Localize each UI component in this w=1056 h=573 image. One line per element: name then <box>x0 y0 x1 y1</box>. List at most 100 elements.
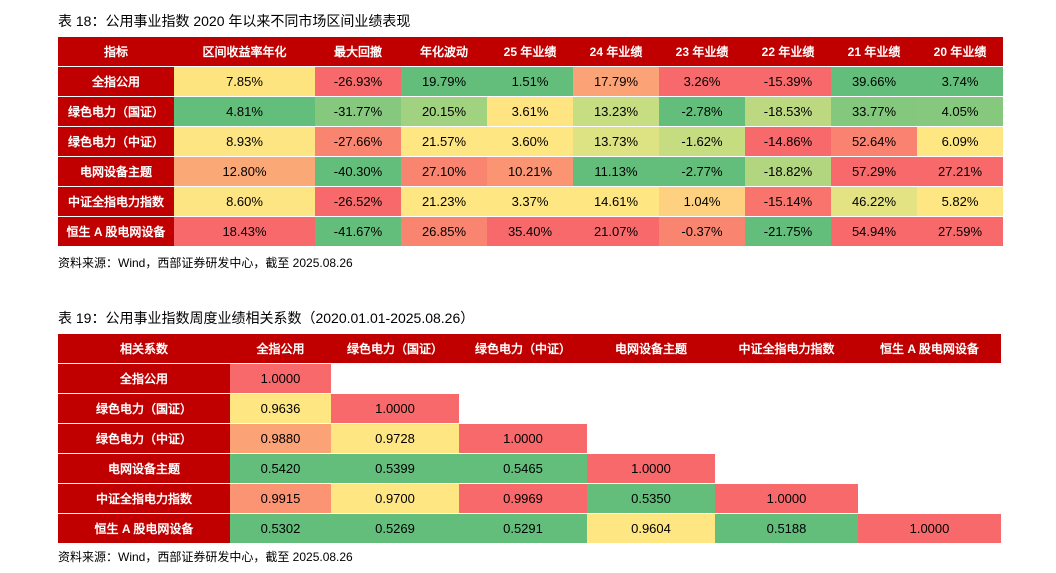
empty-cell <box>715 453 858 484</box>
table-row: 绿色电力（中证） 0.9880 0.9728 1.0000 <box>58 423 1001 454</box>
row-header: 电网设备主题 <box>58 453 230 484</box>
table-cell: 1.51% <box>487 66 573 97</box>
table-cell: 1.0000 <box>715 483 858 514</box>
table-cell: 3.37% <box>487 186 573 217</box>
table-cell: 21.23% <box>401 186 487 217</box>
table-cell: 4.05% <box>917 96 1003 127</box>
empty-cell <box>858 423 1001 454</box>
column-header: 21 年业绩 <box>831 37 917 67</box>
table-cell: 52.64% <box>831 126 917 157</box>
column-header: 全指公用 <box>230 334 331 364</box>
empty-cell <box>459 363 587 394</box>
table19-header-row: 相关系数 全指公用 绿色电力（国证） 绿色电力（中证） 电网设备主题 中证全指电力指数 恒生… <box>58 334 1001 364</box>
column-header: 指标 <box>58 37 174 67</box>
row-header: 中证全指电力指数 <box>58 186 174 217</box>
table-cell: 0.9728 <box>331 423 459 454</box>
empty-cell <box>587 393 715 424</box>
empty-cell <box>331 363 459 394</box>
table-cell: 20.15% <box>401 96 487 127</box>
table-cell: 7.85% <box>174 66 315 97</box>
table-cell: -27.66% <box>315 126 401 157</box>
table-cell: -1.62% <box>659 126 745 157</box>
column-header: 最大回撤 <box>315 37 401 67</box>
table18-header-row: 指标 区间收益率年化 最大回撤 年化波动 25 年业绩 24 年业绩 23 年业绩 22 年业… <box>58 37 1003 67</box>
table-cell: 0.9880 <box>230 423 331 454</box>
table-cell: -26.93% <box>315 66 401 97</box>
table-cell: 0.9915 <box>230 483 331 514</box>
table-cell: 57.29% <box>831 156 917 187</box>
table18-source: 资料来源：Wind，西部证券研发中心，截至 2025.08.26 <box>58 256 353 270</box>
empty-cell <box>715 363 858 394</box>
column-header: 恒生 A 股电网设备 <box>858 334 1001 364</box>
performance-table: 指标 区间收益率年化 最大回撤 年化波动 25 年业绩 24 年业绩 23 年业绩 22 年业… <box>58 37 1003 246</box>
table-cell: 0.9700 <box>331 483 459 514</box>
table-cell: -0.37% <box>659 216 745 246</box>
table-cell: 0.5350 <box>587 483 715 514</box>
column-header: 年化波动 <box>401 37 487 67</box>
table-cell: 13.23% <box>573 96 659 127</box>
row-header: 绿色电力（国证） <box>58 96 174 127</box>
empty-cell <box>459 393 587 424</box>
row-header: 绿色电力（中证） <box>58 423 230 454</box>
table-row: 电网设备主题 0.5420 0.5399 0.5465 1.0000 <box>58 453 1001 484</box>
table-cell: -2.78% <box>659 96 745 127</box>
table-row: 电网设备主题 12.80% -40.30% 27.10% 10.21% 11.13% -2.… <box>58 156 1003 187</box>
table-cell: 8.60% <box>174 186 315 217</box>
row-header: 电网设备主题 <box>58 156 174 187</box>
table-row: 绿色电力（国证） 0.9636 1.0000 <box>58 393 1001 424</box>
table-row: 全指公用 7.85% -26.93% 19.79% 1.51% 17.79% 3.26% -1… <box>58 66 1003 97</box>
table-cell: -21.75% <box>745 216 831 246</box>
table18-title: 表 18：公用事业指数 2020 年以来不同市场区间业绩表现 <box>58 13 411 29</box>
table-cell: 1.0000 <box>331 393 459 424</box>
row-header: 中证全指电力指数 <box>58 483 230 514</box>
column-header: 25 年业绩 <box>487 37 573 67</box>
table-cell: 0.9969 <box>459 483 587 514</box>
table-row: 绿色电力（中证） 8.93% -27.66% 21.57% 3.60% 13.73% -1.… <box>58 126 1003 157</box>
empty-cell <box>858 393 1001 424</box>
table-cell: 3.60% <box>487 126 573 157</box>
table-row: 绿色电力（国证） 4.81% -31.77% 20.15% 3.61% 13.23% -2.… <box>58 96 1003 127</box>
empty-cell <box>587 423 715 454</box>
table-row: 恒生 A 股电网设备 0.5302 0.5269 0.5291 0.9604 0.5188… <box>58 513 1001 543</box>
table-cell: -26.52% <box>315 186 401 217</box>
table-cell: 54.94% <box>831 216 917 246</box>
table-cell: 4.81% <box>174 96 315 127</box>
table-cell: 0.5291 <box>459 513 587 543</box>
table-cell: 0.5420 <box>230 453 331 484</box>
table-cell: 0.5188 <box>715 513 858 543</box>
table-cell: 1.0000 <box>587 453 715 484</box>
table-cell: -18.53% <box>745 96 831 127</box>
table-cell: 39.66% <box>831 66 917 97</box>
table-cell: 3.74% <box>917 66 1003 97</box>
table-cell: -15.39% <box>745 66 831 97</box>
column-header: 20 年业绩 <box>917 37 1003 67</box>
table-row: 中证全指电力指数 8.60% -26.52% 21.23% 3.37% 14.61% 1.0… <box>58 186 1003 217</box>
table-cell: -40.30% <box>315 156 401 187</box>
table-cell: 46.22% <box>831 186 917 217</box>
table-cell: 14.61% <box>573 186 659 217</box>
column-header: 相关系数 <box>58 334 230 364</box>
table19-source: 资料来源：Wind，西部证券研发中心，截至 2025.08.26 <box>58 550 353 564</box>
column-header: 电网设备主题 <box>587 334 715 364</box>
column-header: 区间收益率年化 <box>174 37 315 67</box>
table-cell: -41.67% <box>315 216 401 246</box>
table-cell: 21.57% <box>401 126 487 157</box>
table-cell: 1.0000 <box>459 423 587 454</box>
table-cell: 19.79% <box>401 66 487 97</box>
table-cell: 5.82% <box>917 186 1003 217</box>
table-cell: 0.5302 <box>230 513 331 543</box>
empty-cell <box>858 363 1001 394</box>
table-cell: 6.09% <box>917 126 1003 157</box>
table-cell: 21.07% <box>573 216 659 246</box>
table-cell: 27.21% <box>917 156 1003 187</box>
table-cell: 0.5465 <box>459 453 587 484</box>
table-cell: 10.21% <box>487 156 573 187</box>
row-header: 恒生 A 股电网设备 <box>58 216 174 246</box>
table-cell: -31.77% <box>315 96 401 127</box>
table-cell: 35.40% <box>487 216 573 246</box>
table-cell: 3.61% <box>487 96 573 127</box>
table-cell: 12.80% <box>174 156 315 187</box>
row-header: 全指公用 <box>58 363 230 394</box>
table-cell: 13.73% <box>573 126 659 157</box>
empty-cell <box>858 453 1001 484</box>
